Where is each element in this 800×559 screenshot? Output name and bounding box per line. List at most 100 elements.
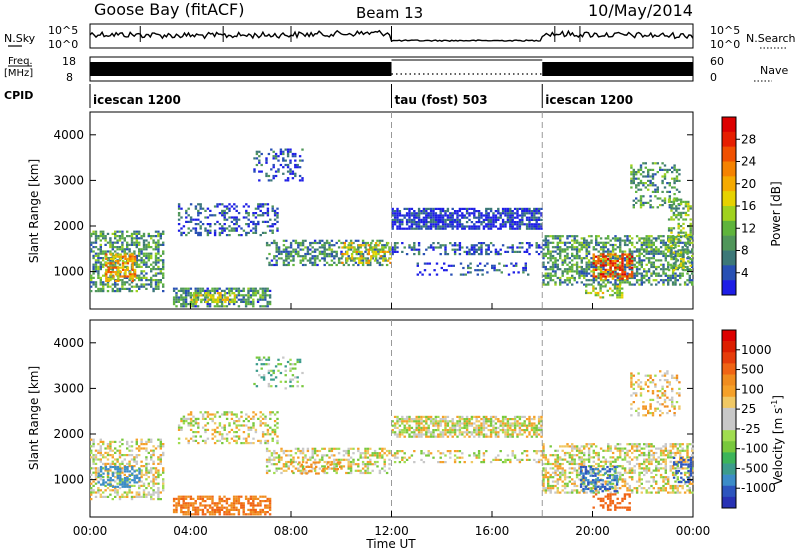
velocity-cell <box>219 496 221 498</box>
power-cell <box>581 242 583 244</box>
power-cell <box>488 214 490 216</box>
power-cell <box>138 286 140 288</box>
velocity-cell <box>178 498 180 500</box>
power-cell <box>641 273 643 275</box>
power-cell <box>524 223 526 225</box>
power-cbar-tick-label: 12 <box>741 221 756 235</box>
power-cell <box>267 210 269 212</box>
power-cell <box>185 303 187 305</box>
power-cell <box>466 210 468 212</box>
power-cell <box>665 257 667 259</box>
velocity-cell <box>372 454 374 456</box>
power-cell <box>231 299 233 301</box>
power-cell <box>162 268 164 270</box>
power-cell <box>406 253 408 255</box>
power-cbar-tick-label: 16 <box>741 199 756 213</box>
power-cell <box>219 232 221 234</box>
power-cell <box>157 244 159 246</box>
power-cell <box>473 228 475 230</box>
power-cell <box>478 242 480 244</box>
power-cell <box>526 228 528 230</box>
power-cell <box>356 251 358 253</box>
power-cell <box>564 242 566 244</box>
power-cell <box>276 262 278 264</box>
velocity-cell <box>121 494 123 496</box>
power-cell <box>578 270 580 272</box>
power-cell <box>129 271 131 273</box>
power-cell <box>150 279 152 281</box>
power-cell <box>638 284 640 286</box>
power-cell <box>145 266 147 268</box>
power-cell <box>686 284 688 286</box>
velocity-cell <box>107 463 109 465</box>
power-cell <box>312 264 314 266</box>
velocity-cell <box>248 442 250 444</box>
power-cell <box>357 246 359 248</box>
power-cell <box>278 251 280 253</box>
power-cell <box>687 238 689 240</box>
power-cell <box>132 278 134 280</box>
velocity-cell <box>195 500 197 502</box>
power-cell <box>178 299 180 301</box>
velocity-cell <box>136 491 138 493</box>
power-cell <box>183 303 185 305</box>
power-cell <box>678 203 680 205</box>
velocity-cell <box>240 502 242 504</box>
velocity-cell <box>180 504 182 506</box>
power-cell <box>187 288 189 290</box>
power-cell <box>245 234 247 236</box>
power-cell <box>569 281 571 283</box>
power-cell <box>396 219 398 221</box>
power-cell <box>459 249 461 251</box>
velocity-cell <box>267 442 269 444</box>
power-cell <box>370 249 372 251</box>
velocity-cell <box>136 461 138 463</box>
velocity-cell <box>259 511 261 513</box>
velocity-cell <box>188 418 190 420</box>
velocity-cell <box>221 498 223 500</box>
velocity-cell <box>275 376 277 378</box>
velocity-cell <box>140 469 142 471</box>
power-cell <box>432 208 434 210</box>
power-cell <box>512 246 514 248</box>
power-cell <box>95 242 97 244</box>
velocity-cell <box>138 445 140 447</box>
power-cell <box>150 246 152 248</box>
power-cell <box>657 206 659 208</box>
power-cell <box>424 269 426 271</box>
power-cell <box>452 212 454 214</box>
power-cell <box>488 253 490 255</box>
power-cell <box>150 235 152 237</box>
power-cell <box>185 299 187 301</box>
velocity-cell <box>374 461 376 463</box>
power-cell <box>272 208 274 210</box>
velocity-cell <box>324 465 326 467</box>
power-cell <box>255 227 257 229</box>
power-cell <box>528 228 530 230</box>
power-cell <box>267 208 269 210</box>
power-cell <box>162 275 164 277</box>
velocity-cell <box>107 479 109 481</box>
power-cell <box>576 257 578 259</box>
power-cell <box>597 294 599 296</box>
power-cell <box>197 305 199 307</box>
velocity-cell <box>183 498 185 500</box>
velocity-cell <box>209 498 211 500</box>
velocity-cell <box>226 507 228 509</box>
power-cell <box>275 153 277 155</box>
velocity-cell <box>224 438 226 440</box>
power-cell <box>221 214 223 216</box>
power-cell <box>119 246 121 248</box>
power-cell <box>673 182 675 184</box>
power-cell <box>629 248 631 250</box>
power-cell <box>269 230 271 232</box>
power-cell <box>581 266 583 268</box>
power-cell <box>420 212 422 214</box>
velocity-cell <box>326 472 328 474</box>
power-cell <box>512 217 514 219</box>
velocity-cell <box>263 379 265 381</box>
power-cell <box>255 223 257 225</box>
power-cell <box>209 210 211 212</box>
power-cell <box>619 237 621 239</box>
power-cell <box>396 212 398 214</box>
